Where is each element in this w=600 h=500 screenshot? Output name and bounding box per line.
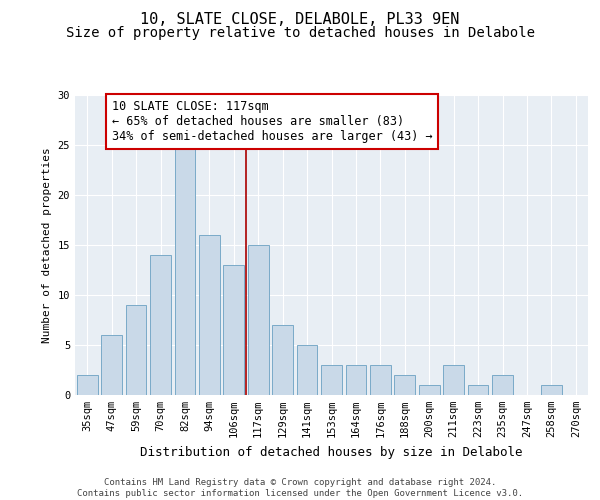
Bar bbox=[125, 305, 146, 395]
Bar bbox=[296, 345, 317, 395]
Bar bbox=[77, 375, 98, 395]
Bar bbox=[248, 245, 269, 395]
Bar bbox=[394, 375, 415, 395]
Bar bbox=[223, 265, 244, 395]
X-axis label: Distribution of detached houses by size in Delabole: Distribution of detached houses by size … bbox=[140, 446, 523, 458]
Text: Contains HM Land Registry data © Crown copyright and database right 2024.
Contai: Contains HM Land Registry data © Crown c… bbox=[77, 478, 523, 498]
Bar bbox=[467, 385, 488, 395]
Bar bbox=[101, 335, 122, 395]
Bar bbox=[492, 375, 513, 395]
Text: Size of property relative to detached houses in Delabole: Size of property relative to detached ho… bbox=[65, 26, 535, 40]
Bar bbox=[370, 365, 391, 395]
Bar bbox=[175, 145, 196, 395]
Text: 10 SLATE CLOSE: 117sqm
← 65% of detached houses are smaller (83)
34% of semi-det: 10 SLATE CLOSE: 117sqm ← 65% of detached… bbox=[112, 100, 432, 143]
Bar bbox=[150, 255, 171, 395]
Bar bbox=[321, 365, 342, 395]
Bar bbox=[419, 385, 440, 395]
Y-axis label: Number of detached properties: Number of detached properties bbox=[42, 147, 52, 343]
Bar bbox=[443, 365, 464, 395]
Bar bbox=[346, 365, 367, 395]
Bar bbox=[272, 325, 293, 395]
Bar bbox=[541, 385, 562, 395]
Bar bbox=[199, 235, 220, 395]
Text: 10, SLATE CLOSE, DELABOLE, PL33 9EN: 10, SLATE CLOSE, DELABOLE, PL33 9EN bbox=[140, 12, 460, 28]
